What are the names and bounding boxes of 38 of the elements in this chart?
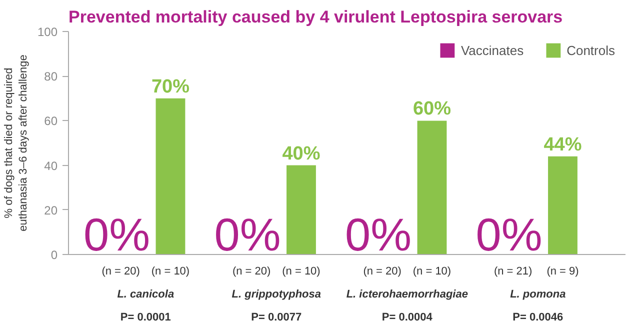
- data-label: 44%: [544, 134, 582, 156]
- data-label: 0%: [345, 208, 412, 260]
- legend-label: Controls: [566, 42, 615, 58]
- y-tick-label: 20: [44, 203, 58, 218]
- x-tick-label: L. icterohaemorrhagiae: [346, 288, 468, 300]
- data-label: 40%: [282, 143, 320, 164]
- y-tick-label: 40: [44, 158, 58, 173]
- data-label: 60%: [412, 98, 452, 120]
- text: (n = 10): [412, 266, 452, 278]
- data-label: 0%: [84, 208, 150, 260]
- text: (n = 21): [494, 266, 532, 278]
- data-label: 70%: [151, 76, 190, 98]
- text: P= 0.0077: [251, 312, 302, 324]
- legend-label: Vaccinates: [460, 42, 524, 58]
- bar: [548, 156, 578, 254]
- bar: [156, 98, 186, 254]
- x-tick-label: L. grippotyphosa: [232, 288, 322, 300]
- text: (n = 20): [363, 266, 402, 278]
- x-tick-label: L. canicola: [117, 288, 174, 300]
- chart-title: Prevented mortality caused by 4 virulent Leptospira serovars: [68, 8, 563, 26]
- y-tick-label: 0: [50, 248, 58, 262]
- x-tick-label: L. pomona: [510, 288, 566, 300]
- text: (n = 10): [151, 266, 190, 278]
- text: P= 0.0001: [120, 312, 171, 324]
- y-axis-title: % of dogs that died or required euthanasia 3–6 days after challenge: [3, 54, 30, 232]
- bar: [286, 165, 316, 254]
- text: (n = 20): [232, 266, 271, 278]
- text: P= 0.0046: [512, 312, 564, 324]
- data-label: 0%: [476, 208, 542, 260]
- text: (n = 9): [546, 266, 579, 278]
- text: P= 0.0004: [382, 312, 434, 324]
- y-tick-label: 100: [37, 25, 58, 39]
- bar: [417, 120, 447, 254]
- y-tick-label: 60: [44, 114, 58, 128]
- text: (n = 20): [102, 266, 140, 278]
- y-tick-label: 80: [44, 70, 58, 84]
- text: (n = 10): [282, 266, 320, 278]
- data-label: 0%: [214, 208, 281, 260]
